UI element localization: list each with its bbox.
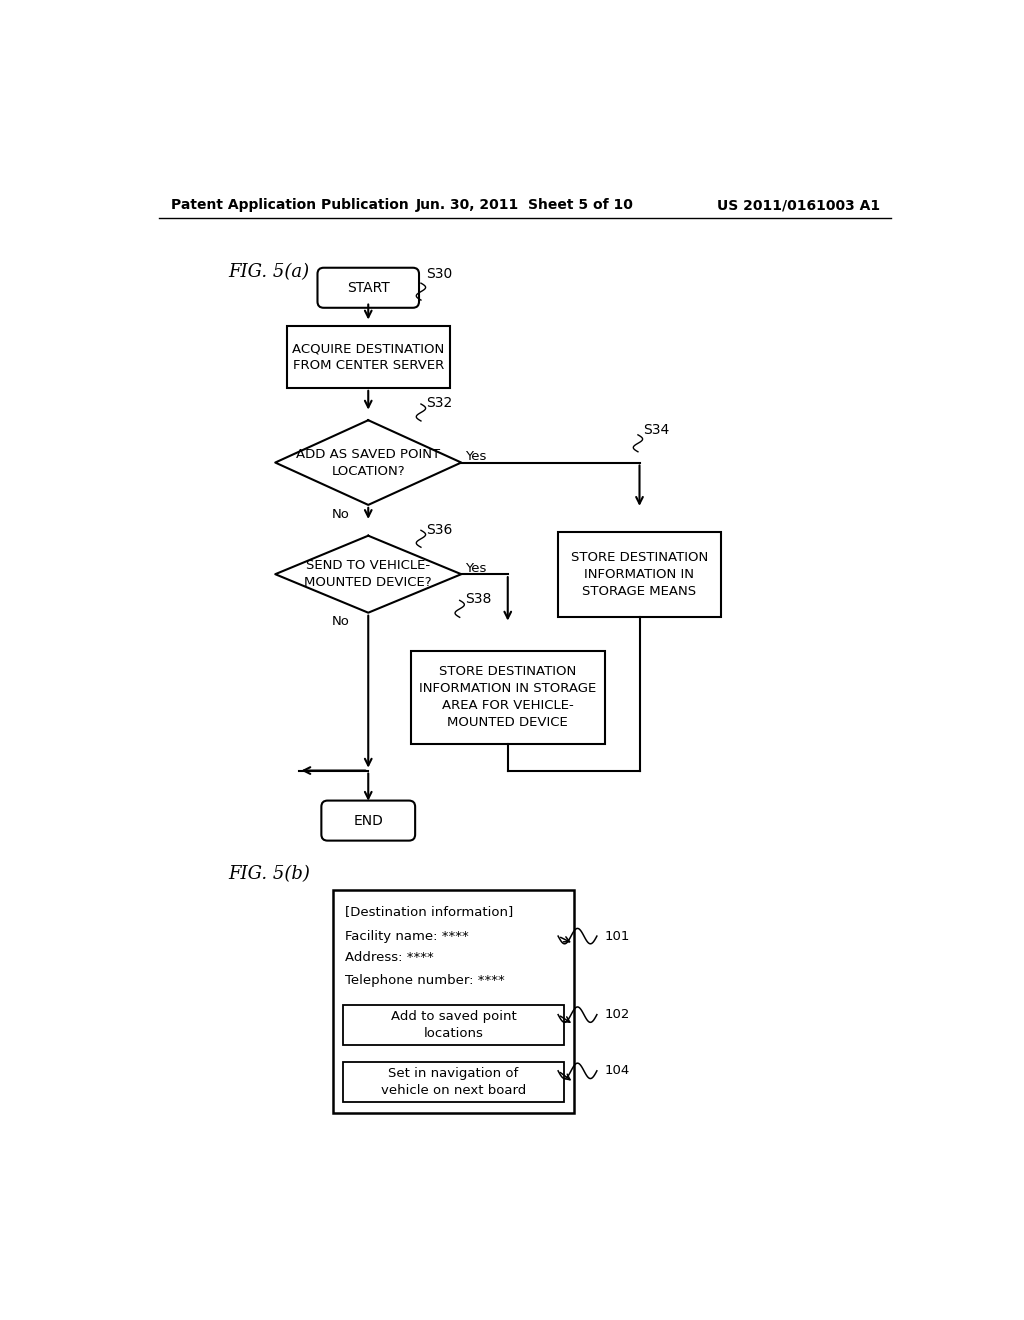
Text: Set in navigation of
vehicle on next board: Set in navigation of vehicle on next boa… — [381, 1068, 526, 1097]
Text: S30: S30 — [426, 267, 453, 281]
Text: Yes: Yes — [465, 561, 486, 574]
Text: Patent Application Publication: Patent Application Publication — [171, 198, 409, 213]
Text: S34: S34 — [643, 424, 670, 437]
Bar — [334, 890, 573, 1113]
Text: STORE DESTINATION
INFORMATION IN STORAGE
AREA FOR VEHICLE-
MOUNTED DEVICE: STORE DESTINATION INFORMATION IN STORAGE… — [419, 665, 596, 730]
Text: SEND TO VEHICLE-
MOUNTED DEVICE?: SEND TO VEHICLE- MOUNTED DEVICE? — [304, 560, 432, 589]
Text: [Destination information]: [Destination information] — [345, 906, 513, 917]
Text: FIG. 5(a): FIG. 5(a) — [228, 264, 310, 281]
Text: START: START — [347, 281, 389, 294]
Text: STORE DESTINATION
INFORMATION IN
STORAGE MEANS: STORE DESTINATION INFORMATION IN STORAGE… — [570, 550, 709, 598]
Bar — [287, 326, 450, 388]
Text: 104: 104 — [604, 1064, 630, 1077]
Text: Facility name: ****: Facility name: **** — [345, 929, 469, 942]
Bar — [343, 1063, 564, 1102]
Text: No: No — [332, 508, 350, 521]
Text: END: END — [353, 813, 383, 828]
Text: FIG. 5(b): FIG. 5(b) — [228, 866, 310, 883]
Text: Jun. 30, 2011  Sheet 5 of 10: Jun. 30, 2011 Sheet 5 of 10 — [416, 198, 634, 213]
Polygon shape — [275, 536, 461, 612]
Text: S36: S36 — [426, 523, 453, 536]
Text: ADD AS SAVED POINT
LOCATION?: ADD AS SAVED POINT LOCATION? — [296, 447, 440, 478]
Bar — [343, 1005, 564, 1044]
Text: Address: ****: Address: **** — [345, 952, 434, 964]
Text: US 2011/0161003 A1: US 2011/0161003 A1 — [717, 198, 880, 213]
Text: Telephone number: ****: Telephone number: **** — [345, 974, 505, 987]
FancyBboxPatch shape — [317, 268, 419, 308]
Text: No: No — [332, 615, 350, 628]
Text: Add to saved point
locations: Add to saved point locations — [390, 1010, 516, 1040]
Text: S38: S38 — [465, 591, 492, 606]
Bar — [411, 651, 604, 743]
Text: 101: 101 — [604, 929, 630, 942]
Polygon shape — [275, 420, 461, 506]
Text: ACQUIRE DESTINATION
FROM CENTER SERVER: ACQUIRE DESTINATION FROM CENTER SERVER — [292, 342, 444, 372]
FancyBboxPatch shape — [322, 800, 415, 841]
Text: S32: S32 — [426, 396, 453, 411]
Text: 102: 102 — [604, 1008, 630, 1022]
Bar — [558, 532, 721, 616]
Text: Yes: Yes — [465, 450, 486, 463]
